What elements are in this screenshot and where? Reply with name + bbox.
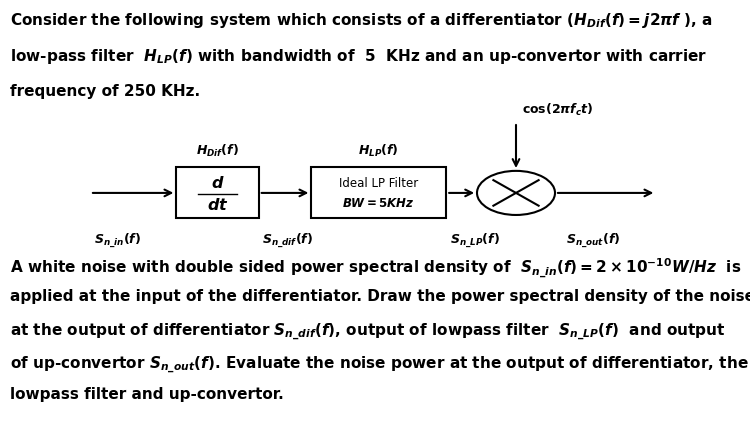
Text: low-pass filter  $H_{LP}(f)$ with bandwidth of  5  KHz and an up-convertor with : low-pass filter $H_{LP}(f)$ with bandwid…	[10, 47, 707, 67]
Text: $H_{LP}(f)$: $H_{LP}(f)$	[358, 143, 399, 159]
Bar	[176, 167, 259, 218]
Text: $S_{n\_in}(f)$: $S_{n\_in}(f)$	[94, 232, 141, 250]
Text: $BW = 5KHz$: $BW = 5KHz$	[343, 198, 415, 210]
Text: Ideal LP Filter: Ideal LP Filter	[339, 177, 418, 190]
Text: $S_{n\_dif}(f)$: $S_{n\_dif}(f)$	[262, 232, 314, 250]
Text: at the output of differentiator $S_{n\_dif}(f)$, output of lowpass filter  $S_{n: at the output of differentiator $S_{n\_d…	[10, 322, 725, 342]
Text: A white noise with double sided power spectral density of  $S_{n\_in}(f) = 2\tim: A white noise with double sided power sp…	[10, 257, 741, 280]
Text: of up-convertor $S_{n\_out}(f)$. Evaluate the noise power at the output of diffe: of up-convertor $S_{n\_out}(f)$. Evaluat…	[10, 354, 748, 375]
Bar	[311, 167, 446, 218]
Text: Consider the following system which consists of a differentiator ($H_{Dif}(f) = : Consider the following system which cons…	[10, 11, 712, 30]
Text: $H_{Dif}(f)$: $H_{Dif}(f)$	[196, 143, 239, 159]
Text: applied at the input of the differentiator. Draw the power spectral density of t: applied at the input of the differentiat…	[10, 289, 750, 304]
Text: $\cos(2\pi f_c t)$: $\cos(2\pi f_c t)$	[522, 102, 593, 118]
Text: $dt$: $dt$	[207, 197, 228, 213]
Text: $S_{n\_LP}(f)$: $S_{n\_LP}(f)$	[450, 232, 500, 250]
Text: $d$: $d$	[211, 175, 224, 191]
Circle shape	[477, 171, 555, 215]
Text: lowpass filter and up-convertor.: lowpass filter and up-convertor.	[10, 387, 284, 402]
Text: frequency of 250 KHz.: frequency of 250 KHz.	[10, 84, 200, 99]
Text: $S_{n\_out}(f)$: $S_{n\_out}(f)$	[566, 232, 620, 250]
